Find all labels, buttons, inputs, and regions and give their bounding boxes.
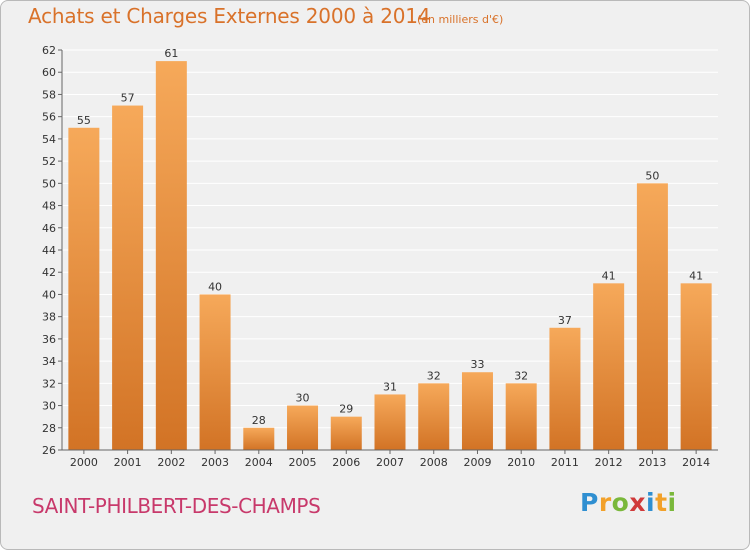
y-tick-label: 32 [42, 377, 56, 390]
bar-2000 [68, 127, 100, 451]
bar-2004 [243, 427, 275, 450]
y-tick-label: 62 [42, 44, 56, 57]
x-tick-label: 2014 [682, 456, 710, 469]
x-tick-label: 2004 [245, 456, 273, 469]
bar-2003 [199, 294, 231, 450]
x-tick-label: 2003 [201, 456, 229, 469]
x-tick-label: 2009 [463, 456, 491, 469]
bar-2006 [330, 416, 362, 450]
axes [58, 49, 718, 454]
bars [68, 61, 712, 451]
bar-2001 [112, 105, 144, 451]
data-label: 32 [427, 369, 441, 382]
x-tick-label: 2013 [638, 456, 666, 469]
x-tick-labels: 2000 2001 2002 2003 2004 2005 2006 2007 2008 2009… [70, 456, 710, 469]
x-tick-label: 2011 [551, 456, 579, 469]
data-label: 40 [208, 280, 222, 293]
x-tick-label: 2008 [420, 456, 448, 469]
bar-2008 [418, 383, 450, 450]
bar-2010 [505, 383, 537, 450]
commune-name: SAINT-PHILBERT-DES-CHAMPS [32, 494, 321, 518]
x-tick-label: 2010 [507, 456, 535, 469]
bar-2005 [287, 405, 319, 450]
bar-2007 [374, 394, 406, 450]
bar-2014 [680, 283, 712, 450]
y-tick-label: 58 [42, 88, 56, 101]
data-label: 57 [121, 92, 135, 105]
logo-letter: r [598, 488, 612, 517]
data-label: 29 [339, 403, 353, 416]
x-tick-label: 2006 [332, 456, 360, 469]
x-tick-label: 2005 [289, 456, 317, 469]
proxiti-logo: Proxiti [580, 488, 677, 517]
y-tick-label: 52 [42, 155, 56, 168]
y-tick-label: 34 [42, 355, 56, 368]
data-label: 28 [252, 414, 266, 427]
y-tick-label: 60 [42, 66, 56, 79]
bar-2009 [461, 372, 493, 450]
y-tick-label: 38 [42, 311, 56, 324]
y-tick-label: 50 [42, 177, 56, 190]
bar-2011 [549, 327, 581, 450]
y-tick-label: 56 [42, 111, 56, 124]
chart-subtitle: (en milliers d'€) [417, 13, 504, 26]
y-tick-label: 54 [42, 133, 56, 146]
x-tick-label: 2002 [157, 456, 185, 469]
y-tick-label: 44 [42, 244, 56, 257]
bar-2002 [155, 61, 187, 450]
y-tick-label: 30 [42, 400, 56, 413]
x-tick-label: 2007 [376, 456, 404, 469]
x-tick-label: 2000 [70, 456, 98, 469]
y-tick-label: 48 [42, 200, 56, 213]
data-label: 61 [164, 47, 178, 60]
bar-2013 [636, 183, 668, 451]
data-label: 33 [470, 358, 484, 371]
logo-letter: i [646, 488, 656, 517]
y-tick-label: 36 [42, 333, 56, 346]
y-tick-labels: 26 28 30 32 34 36 38 40 42 44 46 48 50 52 54 56 58 60 62 [42, 44, 56, 457]
data-label: 31 [383, 380, 397, 393]
y-tick-label: 28 [42, 422, 56, 435]
data-labels: 55 57 61 40 28 30 29 31 32 33 32 37 41 50 41 [77, 47, 703, 427]
y-tick-label: 26 [42, 444, 56, 457]
chart-title: Achats et Charges Externes 2000 à 2014 [28, 4, 431, 28]
bar-2012 [593, 283, 625, 450]
y-tick-label: 40 [42, 288, 56, 301]
logo-letter: x [629, 488, 646, 517]
data-label: 30 [296, 392, 310, 405]
y-tick-label: 46 [42, 222, 56, 235]
data-label: 41 [602, 269, 616, 282]
logo-letter: P [580, 488, 599, 517]
data-label: 32 [514, 369, 528, 382]
x-tick-label: 2012 [595, 456, 623, 469]
data-label: 55 [77, 114, 91, 127]
x-tick-label: 2001 [114, 456, 142, 469]
logo-letter: i [667, 488, 677, 517]
data-label: 50 [645, 169, 659, 182]
data-label: 41 [689, 269, 703, 282]
logo-letter: t [655, 488, 668, 517]
y-tick-label: 42 [42, 266, 56, 279]
data-label: 37 [558, 314, 572, 327]
logo-letter: o [611, 488, 630, 517]
